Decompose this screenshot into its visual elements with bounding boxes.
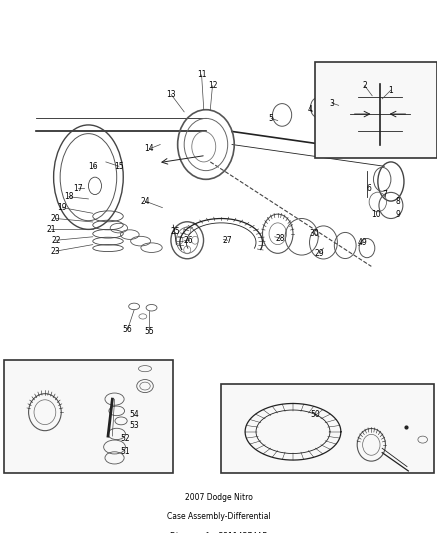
Text: 54: 54 — [129, 410, 139, 419]
Text: 13: 13 — [166, 90, 176, 99]
Text: 21: 21 — [47, 225, 56, 234]
Text: 8: 8 — [395, 197, 400, 206]
Text: 12: 12 — [208, 81, 217, 90]
Text: 2: 2 — [362, 81, 367, 90]
Text: 6: 6 — [367, 183, 371, 192]
Text: 23: 23 — [51, 247, 60, 256]
Text: 27: 27 — [223, 236, 233, 245]
Text: Case Assembly-Differential: Case Assembly-Differential — [167, 512, 271, 521]
Text: 29: 29 — [314, 249, 324, 258]
Text: 28: 28 — [275, 233, 285, 243]
Text: Diagram for 52114574AB: Diagram for 52114574AB — [170, 532, 268, 533]
Text: 25: 25 — [171, 227, 180, 236]
Text: 10: 10 — [371, 209, 381, 219]
Text: 3: 3 — [330, 99, 335, 108]
Text: 1: 1 — [389, 86, 393, 95]
Text: 53: 53 — [129, 421, 139, 430]
Text: 9: 9 — [395, 209, 400, 219]
Text: 7: 7 — [382, 190, 387, 199]
Text: 4: 4 — [308, 105, 313, 114]
Text: 52: 52 — [120, 434, 130, 443]
Text: 15: 15 — [114, 162, 124, 171]
Text: 24: 24 — [140, 197, 150, 206]
Text: 26: 26 — [184, 236, 193, 245]
Text: 16: 16 — [88, 162, 98, 171]
Text: 11: 11 — [197, 70, 206, 79]
Text: 19: 19 — [57, 203, 67, 212]
Text: 17: 17 — [73, 183, 82, 192]
Text: 55: 55 — [145, 327, 154, 336]
Text: 14: 14 — [145, 144, 154, 154]
Text: 22: 22 — [51, 236, 60, 245]
Bar — [315, 62, 437, 158]
Text: 51: 51 — [120, 447, 130, 456]
Text: 50: 50 — [310, 410, 320, 419]
Text: 49: 49 — [358, 238, 367, 247]
Text: 56: 56 — [123, 325, 132, 334]
Text: 20: 20 — [51, 214, 60, 223]
Text: 5: 5 — [269, 114, 274, 123]
Text: 30: 30 — [310, 229, 320, 238]
Bar — [221, 384, 434, 473]
Bar — [4, 360, 173, 473]
Text: 2007 Dodge Nitro: 2007 Dodge Nitro — [185, 492, 253, 502]
Text: 18: 18 — [64, 192, 74, 201]
